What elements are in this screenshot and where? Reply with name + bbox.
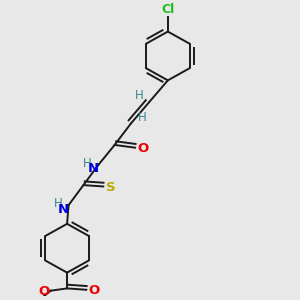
Text: N: N <box>87 162 98 175</box>
Text: H: H <box>54 197 62 210</box>
Text: S: S <box>106 181 116 194</box>
Text: O: O <box>88 284 100 297</box>
Text: Cl: Cl <box>161 3 175 16</box>
Text: O: O <box>39 285 50 298</box>
Text: H: H <box>135 89 143 102</box>
Text: H: H <box>82 157 91 170</box>
Text: N: N <box>58 203 69 216</box>
Text: H: H <box>138 111 147 124</box>
Text: O: O <box>137 142 148 155</box>
